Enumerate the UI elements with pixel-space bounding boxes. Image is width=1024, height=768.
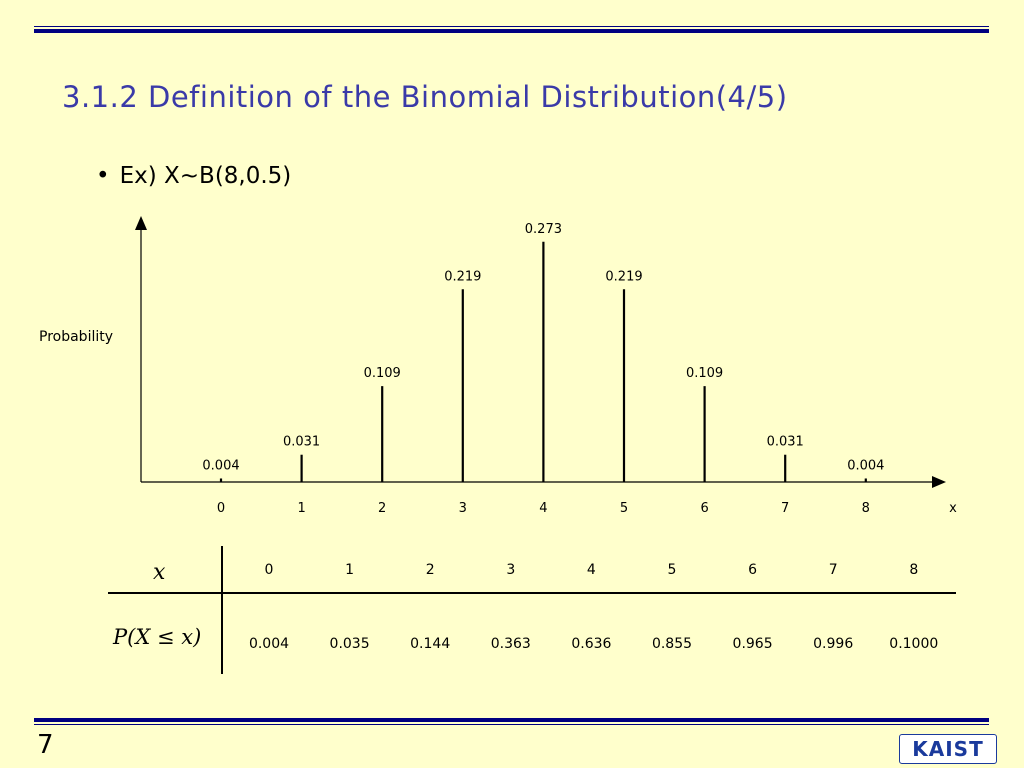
bottom-rule-thin (34, 724, 989, 725)
slide-title: 3.1.2 Definition of the Binomial Distrib… (62, 80, 788, 114)
x-tick-label-2: 2 (378, 501, 386, 516)
x-tick-label-8: 8 (862, 501, 870, 516)
x-tick-label-5: 5 (620, 501, 628, 516)
top-rule-thick (34, 29, 989, 33)
data-label-x5: 0.219 (605, 269, 642, 284)
x-tick-label-1: 1 (297, 501, 305, 516)
x-tick-label-6: 6 (700, 501, 708, 516)
x-axis-arrow-icon (932, 476, 946, 488)
x-tick-label-4: 4 (539, 501, 547, 516)
data-label-x0: 0.004 (202, 458, 239, 473)
bullet-text: Ex) X~B(8,0.5) (119, 163, 292, 189)
data-label-x8: 0.004 (847, 458, 884, 473)
logo-text: KAIST (912, 737, 984, 761)
y-axis-label: Probability (39, 329, 114, 345)
bullet-dot-icon: • (96, 163, 110, 189)
bullet-item: • Ex) X~B(8,0.5) (96, 163, 291, 189)
data-label-x7: 0.031 (767, 435, 804, 450)
data-label-x6: 0.109 (686, 366, 723, 381)
data-label-x3: 0.219 (444, 269, 481, 284)
kaist-logo: KAIST (899, 734, 997, 764)
x-tick-label-0: 0 (217, 501, 225, 516)
x-tick-label-3: 3 (459, 501, 467, 516)
data-label-x2: 0.109 (364, 366, 401, 381)
x-tick-label-7: 7 (781, 501, 789, 516)
data-label-x1: 0.031 (283, 435, 320, 450)
data-label-x4: 0.273 (525, 222, 562, 237)
bottom-rule-thick (34, 718, 989, 722)
top-rule-thin (34, 26, 989, 27)
page-number: 7 (37, 730, 54, 760)
y-axis-arrow-icon (135, 216, 147, 230)
x-axis-label: x (949, 501, 957, 516)
